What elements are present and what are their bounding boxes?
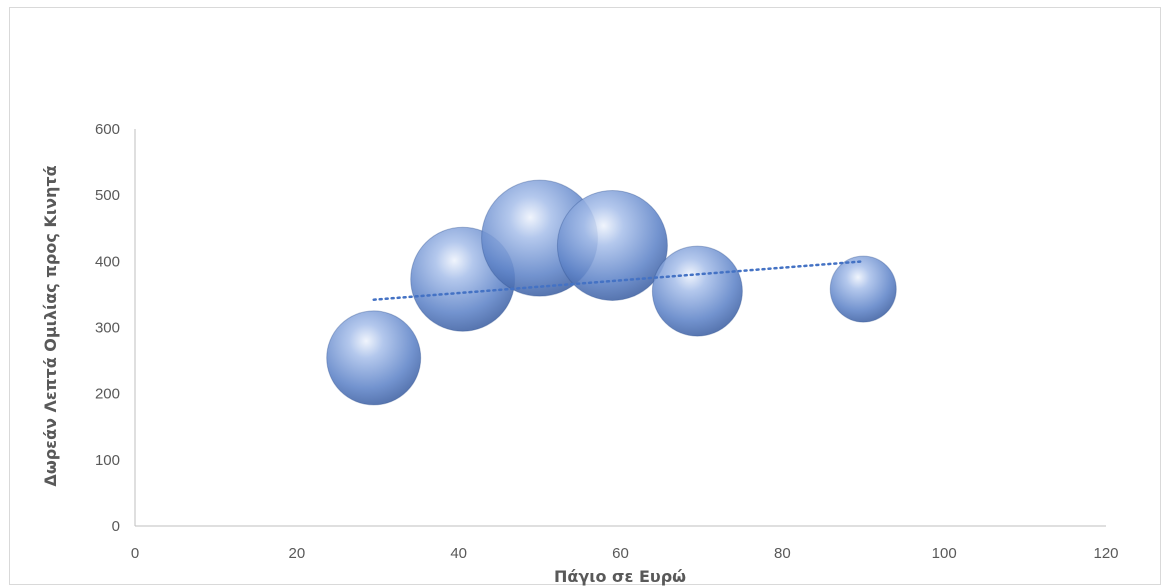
trendline-group: [372, 260, 865, 301]
y-tick-label: 200: [95, 386, 120, 403]
bubble: [651, 245, 743, 337]
y-tick-label: 100: [95, 452, 120, 469]
y-axis-title: Δωρεάν Λεπτά Ομιλίας προς Κινητά: [41, 165, 60, 486]
x-tick-label: 100: [932, 545, 957, 562]
bubbles: [326, 179, 897, 406]
bubble: [326, 310, 422, 406]
y-tick-label: 600: [95, 121, 120, 138]
y-tick-label: 300: [95, 320, 120, 337]
x-tick-label: 60: [612, 545, 629, 562]
y-tick-labels: 0 100 200 300 400 500 600: [95, 121, 120, 535]
x-tick-labels: 0 20 40 60 80 100 120: [131, 545, 1119, 562]
x-tick-label: 0: [131, 545, 139, 562]
y-tick-label: 400: [95, 253, 120, 270]
bubble: [829, 255, 897, 323]
x-tick-label: 80: [774, 545, 791, 562]
x-tick-label: 40: [450, 545, 467, 562]
bubble: [556, 189, 668, 301]
x-tick-label: 20: [288, 545, 305, 562]
x-axis-title: Πάγιο σε Ευρώ: [554, 567, 686, 586]
chart-frame: [9, 7, 1161, 585]
y-tick-label: 500: [95, 187, 120, 204]
x-tick-label: 120: [1093, 545, 1118, 562]
trendline: [372, 260, 865, 301]
y-tick-label: 0: [112, 518, 120, 535]
axes: [134, 129, 1106, 527]
